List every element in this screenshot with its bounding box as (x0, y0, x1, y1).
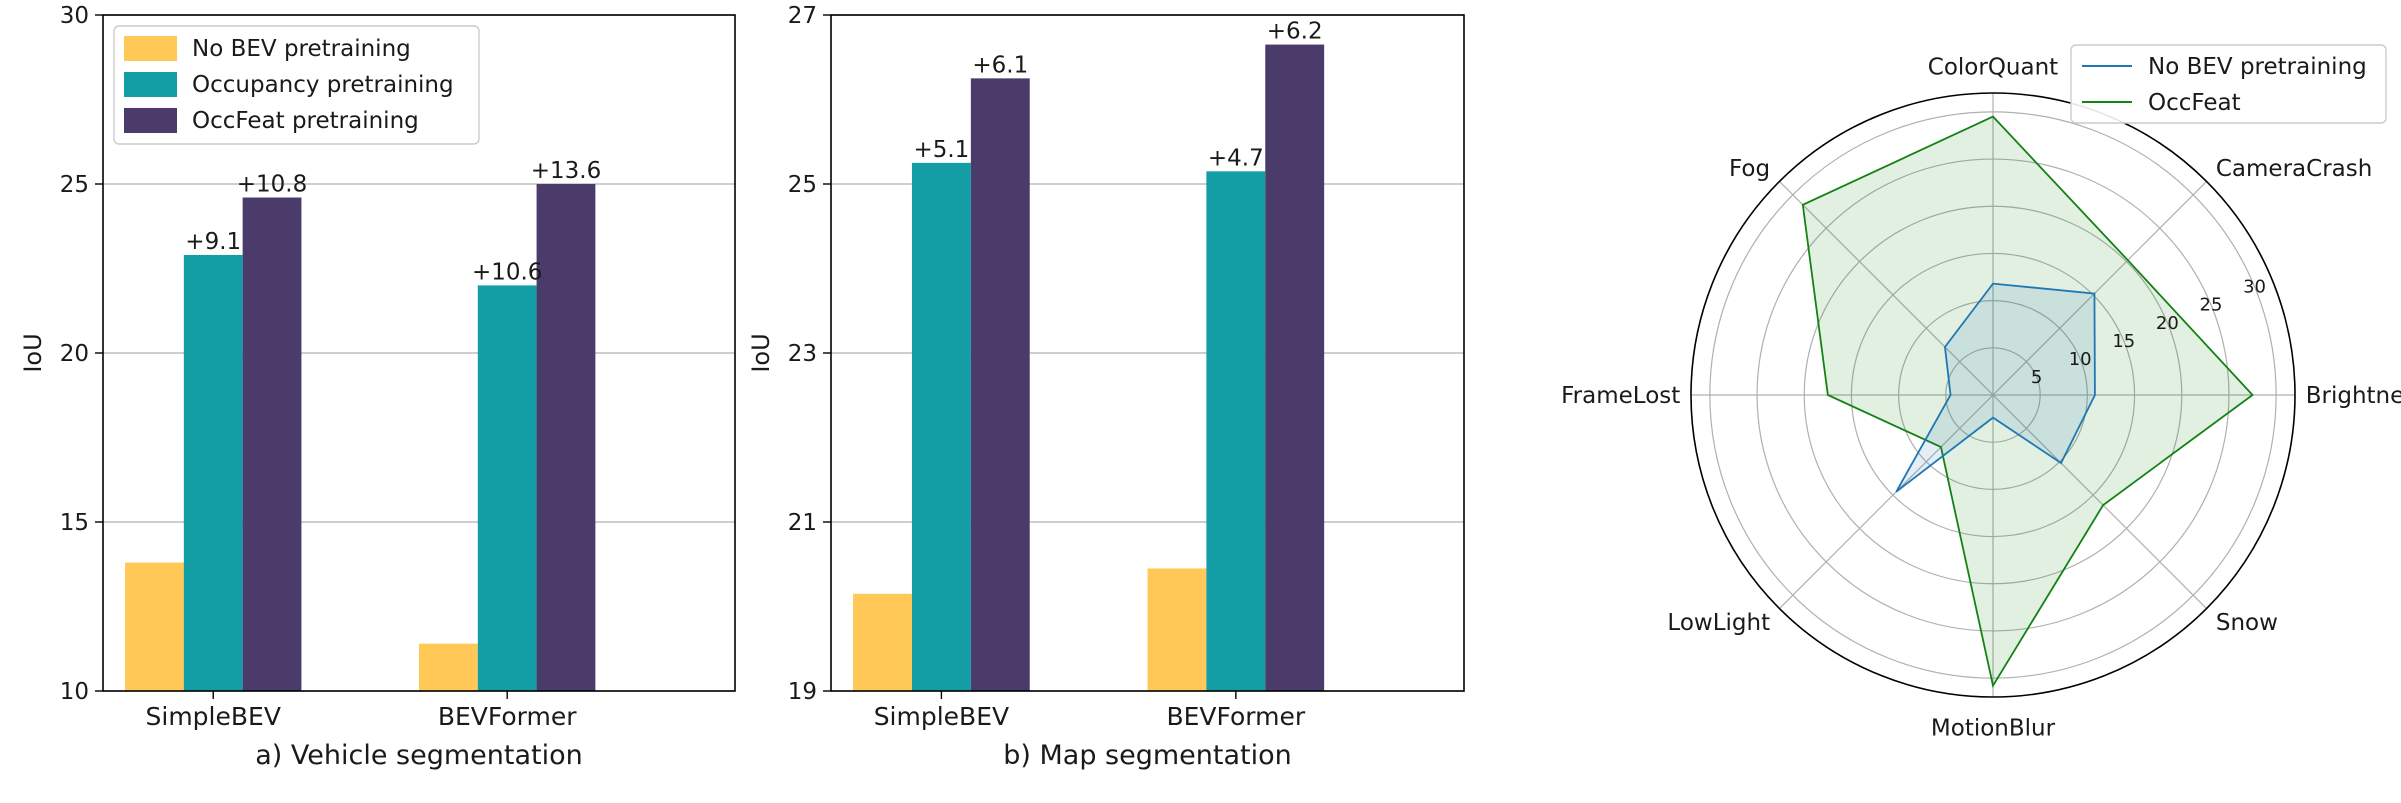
y-tick-label: 15 (60, 510, 89, 536)
radar-tick-label: 30 (2243, 277, 2266, 298)
bar-annotation: +13.6 (531, 158, 601, 184)
legend-label: OccFeat pretraining (192, 108, 419, 134)
bar-annotation: +10.6 (472, 259, 542, 285)
radar-axis-label: FrameLost (1561, 383, 1680, 409)
radar-axis-label: CameraCrash (2216, 156, 2372, 182)
radar-tick-label: 15 (2112, 331, 2135, 352)
y-tick-label: 19 (788, 679, 817, 705)
x-tick-label: BEVFormer (1166, 702, 1305, 731)
x-tick-label: SimpleBEV (146, 702, 281, 731)
axes-frame (102, 14, 736, 692)
legend-swatch (124, 36, 177, 61)
radar-legend: No BEV pretraining OccFeat (2070, 44, 2387, 124)
bar (125, 562, 184, 691)
radar-axis-label: Brightness (2306, 383, 2401, 409)
radar-axis-label: LowLight (1667, 610, 1770, 636)
radar-frame (1690, 92, 2296, 698)
y-tick-label: 21 (788, 510, 817, 536)
chart-title: a) Vehicle segmentation (255, 740, 583, 771)
radar-axis-label: Fog (1729, 156, 1770, 182)
radar-tick-label: 10 (2069, 349, 2092, 370)
radar-tick-label: 20 (2156, 313, 2179, 334)
bar (477, 285, 537, 691)
radar-axis-label: ColorQuant (1928, 54, 2058, 80)
bar-annotation: +9.1 (185, 229, 241, 255)
bar-annotation: +6.1 (972, 52, 1028, 78)
radar-series-area (1895, 282, 2096, 493)
y-tick-label: 23 (788, 341, 817, 367)
y-tick-label: 25 (788, 172, 817, 198)
legend-box (113, 25, 480, 145)
bar (911, 162, 971, 691)
legend: No BEV pretraining Occupancy pretraining O… (113, 25, 480, 145)
bar-chart-map: 19 21 23 25 27 +5.1 +6.1 +4.7 +6.2 SimpleBEV BEVFo… (747, 3, 1465, 771)
bar-annotation: +10.8 (237, 172, 307, 198)
y-tick-label: 25 (60, 172, 89, 198)
legend-box (2070, 44, 2387, 124)
radar-spoke (1779, 394, 1994, 609)
y-tick-label: 20 (60, 341, 89, 367)
x-tick-label: BEVFormer (438, 702, 577, 731)
bar (242, 197, 302, 691)
bar-annotation: +4.7 (1208, 145, 1264, 171)
bar (419, 643, 478, 691)
radar-tick-label: 5 (2031, 367, 2042, 388)
bar-annotation: +5.1 (913, 137, 969, 163)
legend-swatch (124, 72, 177, 97)
radar-axis-label: MotionBlur (1931, 716, 2056, 742)
bar (1265, 44, 1325, 691)
legend-label: No BEV pretraining (192, 36, 411, 62)
bar (536, 184, 596, 691)
legend-label: Occupancy pretraining (192, 72, 454, 98)
y-tick-label: 27 (788, 3, 817, 29)
y-axis-label: IoU (747, 333, 775, 372)
legend-label: OccFeat (2148, 90, 2241, 116)
radar-spoke (1779, 181, 1994, 396)
y-tick-label: 10 (60, 679, 89, 705)
axes-frame (830, 14, 1465, 692)
radar-spoke (1992, 181, 2207, 396)
bar (183, 254, 243, 692)
y-tick-label: 30 (60, 3, 89, 29)
radar-axis-label: Snow (2216, 610, 2278, 636)
radar-spoke (1992, 394, 2207, 609)
radar-chart: 5 10 15 20 25 30 Brightness CameraCrash ColorQua… (1561, 44, 2401, 742)
x-tick-label: SimpleBEV (874, 702, 1009, 731)
bar (1147, 568, 1207, 691)
legend-swatch (124, 108, 177, 133)
legend-label: No BEV pretraining (2148, 54, 2367, 80)
bar (853, 593, 912, 691)
bar-annotation: +6.2 (1267, 19, 1323, 45)
bar (970, 78, 1030, 691)
radar-series-area (1801, 115, 2254, 689)
y-axis-label: IoU (19, 333, 47, 372)
bar (1206, 171, 1266, 691)
chart-title: b) Map segmentation (1003, 740, 1292, 771)
bar-chart-vehicle: 10 15 20 25 30 +9.1 +10.8 +10.6 +13.6 SimpleBEV BE… (19, 3, 736, 771)
radar-tick-label: 25 (2200, 295, 2223, 316)
